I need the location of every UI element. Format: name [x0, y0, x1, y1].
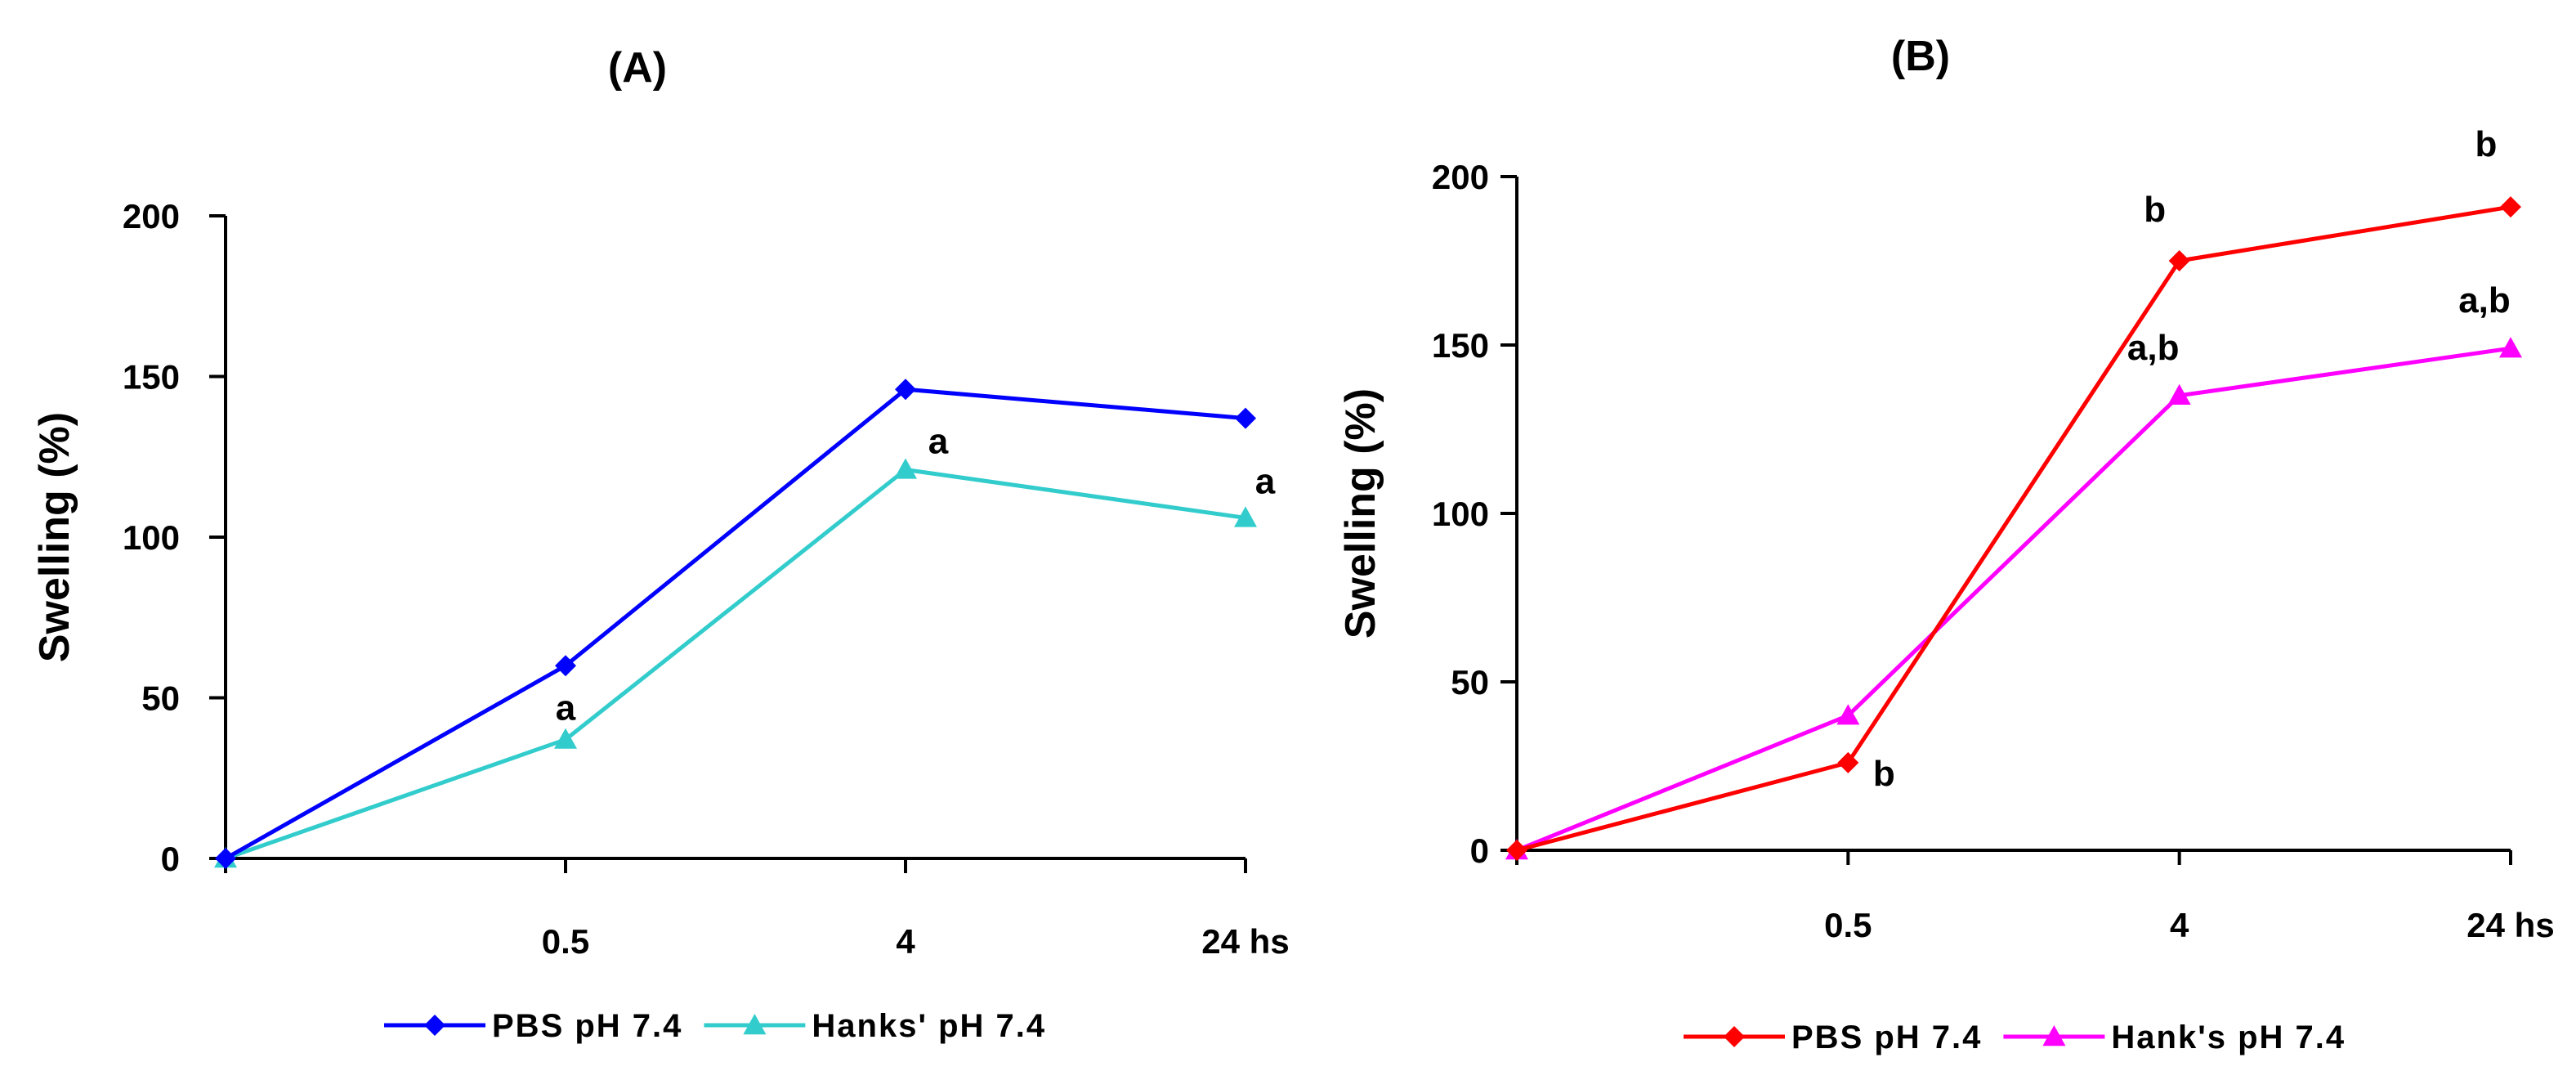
data-point: [2499, 337, 2522, 358]
series-line: [1516, 204, 2511, 853]
y-axis-title: Swelling (%): [31, 412, 78, 662]
data-point: [2168, 250, 2190, 271]
legend-label: PBS pH 7.4: [1791, 1020, 1982, 1055]
chart-panel-b: (B) 0 50 100 150 200 0.5 4 24 hs Swelling (%) b b b a…: [1337, 33, 2555, 1055]
data-point: [555, 655, 576, 677]
significance-annotation: b: [2475, 124, 2498, 164]
legend-label: Hank's pH 7.4: [2111, 1020, 2346, 1055]
y-tick-label: 150: [1432, 326, 1489, 365]
data-point: [1836, 704, 1860, 725]
legend-marker: [2042, 1025, 2066, 1046]
series-line: [225, 467, 1246, 861]
series-hank-s-ph-7-4: [1505, 337, 2522, 860]
y-tick-label: 50: [1451, 663, 1489, 701]
series-hanks-ph-7-4: [214, 458, 1257, 868]
y-tick-label: 50: [141, 679, 180, 718]
series-pbs-ph-7-4: [1506, 196, 2521, 861]
legend-marker: [743, 1014, 767, 1035]
y-tick-label: 0: [161, 840, 180, 878]
data-point: [215, 848, 236, 869]
data-point: [1837, 751, 1859, 773]
y-tick-label: 100: [123, 518, 180, 557]
chart-panel-a: (A) 0 50 100 150 200 0.5 4 24 hs Swelling (%) a a a P…: [31, 44, 1290, 1044]
significance-annotation: b: [2144, 190, 2166, 230]
series-pbs-ph-7-4: [215, 379, 1256, 869]
significance-annotation: a,b: [2458, 280, 2511, 320]
data-point: [554, 728, 577, 749]
x-tick-label: 24 hs: [1201, 922, 1289, 961]
significance-annotation: a: [556, 688, 576, 728]
x-tick-label: 24 hs: [2466, 906, 2554, 944]
data-point: [2500, 196, 2521, 218]
y-tick-label: 200: [123, 197, 180, 235]
x-tick-label: 0.5: [542, 922, 589, 961]
y-tick-label: 0: [1470, 831, 1489, 870]
chart-title: (B): [1891, 33, 1950, 80]
series-line: [1516, 346, 2511, 853]
legend-label: Hanks' pH 7.4: [812, 1008, 1046, 1044]
data-point: [2167, 383, 2191, 405]
y-axis-title: Swelling (%): [1337, 388, 1384, 639]
data-point: [1506, 840, 1527, 861]
legend: PBS pH 7.4 Hank's pH 7.4: [1684, 1020, 2346, 1055]
data-point: [1234, 506, 1257, 527]
legend: PBS pH 7.4 Hanks' pH 7.4: [384, 1008, 1046, 1044]
y-tick-label: 200: [1432, 158, 1489, 196]
x-tick-label: 4: [2170, 906, 2189, 944]
legend-marker: [1724, 1026, 1745, 1047]
significance-annotation: a: [928, 421, 949, 461]
significance-annotation: b: [1873, 754, 1895, 794]
legend-label: PBS pH 7.4: [492, 1008, 682, 1044]
data-point: [1235, 407, 1256, 429]
significance-annotation: a: [1255, 461, 1276, 501]
chart-title: (A): [608, 44, 667, 92]
data-point: [895, 379, 916, 401]
series-line: [224, 387, 1246, 861]
y-tick-label: 100: [1432, 495, 1489, 533]
legend-marker: [424, 1015, 445, 1036]
significance-annotation: a,b: [2127, 328, 2180, 368]
x-tick-label: 4: [896, 922, 915, 961]
y-tick-label: 150: [123, 358, 180, 397]
x-tick-label: 0.5: [1824, 906, 1872, 944]
data-point: [894, 458, 917, 479]
